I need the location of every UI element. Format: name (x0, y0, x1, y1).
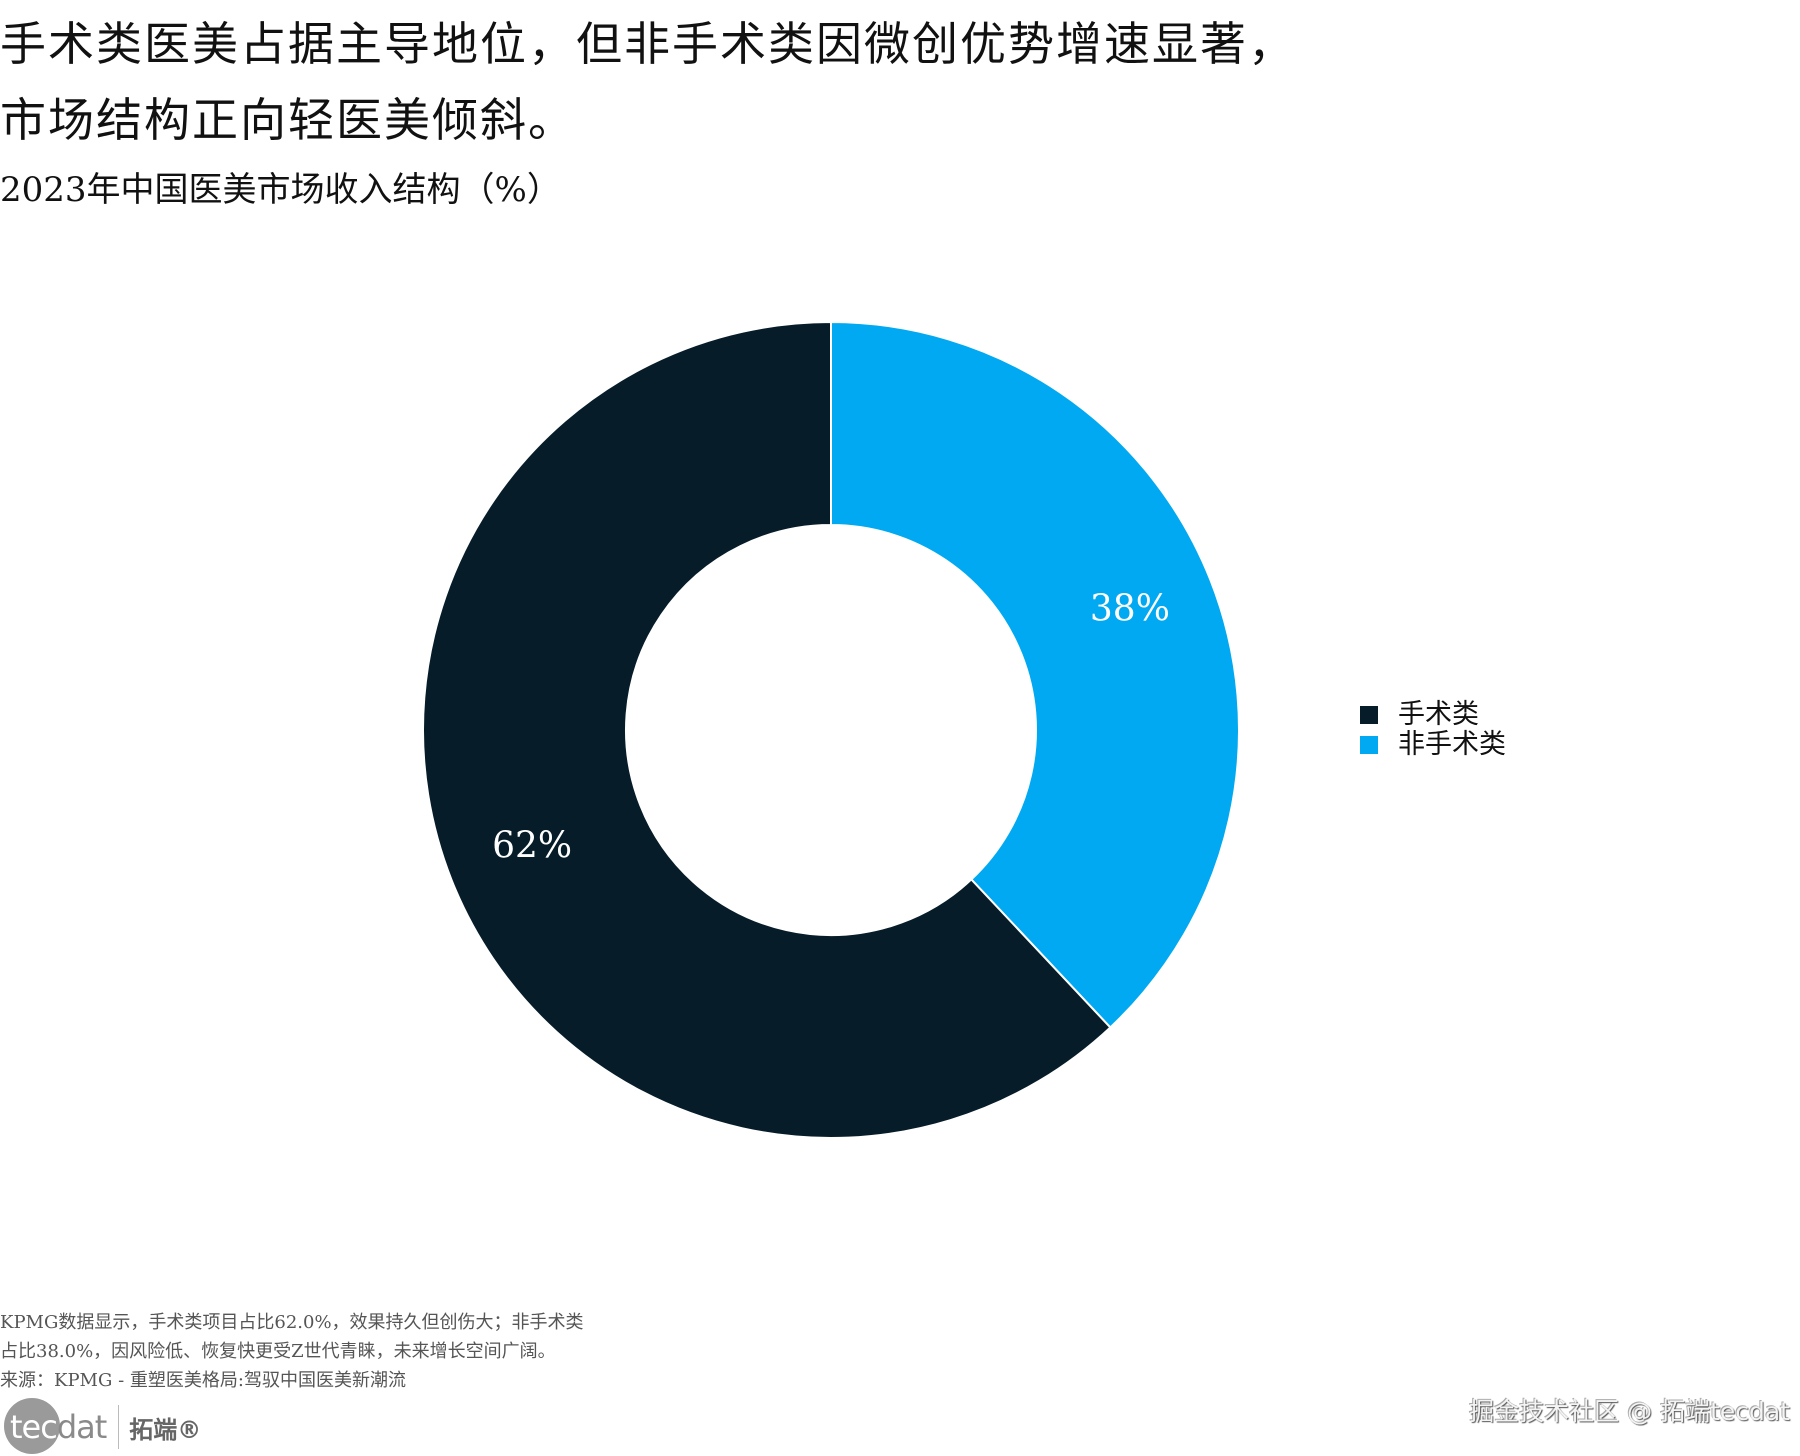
legend-item-surgical: 手术类 (1360, 700, 1506, 730)
legend-item-non-surgical: 非手术类 (1360, 730, 1506, 760)
legend-label: 手术类 (1398, 699, 1479, 730)
logo-text-b: dat (56, 1408, 107, 1446)
logo-text-a: tec (10, 1408, 58, 1446)
source-line: 来源：KPMG - 重塑医美格局:驾驭中国医美新潮流 (0, 1370, 406, 1391)
watermark: 掘金技术社区 @ 拓端tecdat (1469, 1397, 1790, 1426)
chart-title: 手术类医美占据主导地位，但非手术类因微创优势增速显著， 市场结构正向轻医美倾斜。 (0, 6, 1296, 158)
logo-cn: 拓端® (129, 1415, 202, 1444)
legend-swatch (1360, 706, 1378, 724)
donut-chart: 38% 62% (422, 320, 1240, 1139)
legend-label: 非手术类 (1398, 729, 1506, 760)
footer-notes: KPMG数据显示，手术类项目占比62.0%，效果持久但创伤大；非手术类 占比38… (0, 1308, 584, 1395)
chart-subtitle: 2023年中国医美市场收入结构（%） (0, 170, 561, 210)
tecdat-logo: tecdat 拓端® (4, 1398, 201, 1456)
title-line-1: 手术类医美占据主导地位，但非手术类因微创优势增速显著， (0, 17, 1296, 71)
note-line-2: 占比38.0%，因风险低、恢复快更受Z世代青睐，未来增长空间广阔。 (0, 1341, 556, 1362)
legend: 手术类 非手术类 (1360, 700, 1506, 760)
logo-wordmark: tecdat (4, 1408, 107, 1446)
donut-slice-non-surgical (830, 320, 1240, 1029)
legend-swatch (1360, 736, 1378, 754)
note-line-1: KPMG数据显示，手术类项目占比62.0%，效果持久但创伤大；非手术类 (0, 1312, 584, 1333)
logo-divider (118, 1405, 120, 1449)
data-label: 38% (1090, 589, 1170, 630)
donut-slice-surgical (422, 320, 1112, 1139)
title-line-2: 市场结构正向轻医美倾斜。 (0, 93, 576, 147)
data-label: 62% (492, 825, 572, 866)
